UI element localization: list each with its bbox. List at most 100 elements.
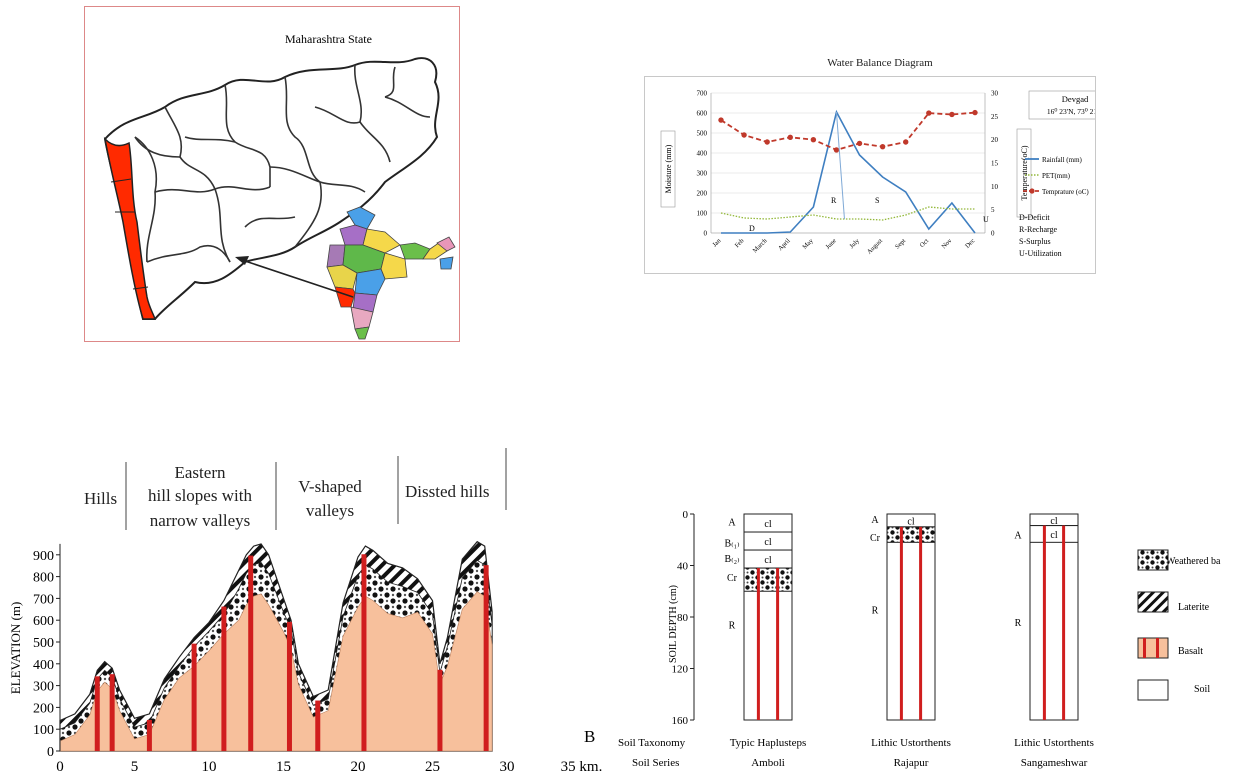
texture-label: cl [1050,530,1057,541]
elevation-tick-label: 0 [47,745,54,760]
map-panel: Maharashtra State [84,6,460,342]
horizon-label: R [1015,618,1022,629]
legend-label: Basalt [1178,646,1203,657]
elevation-tick-label: 800 [33,571,54,586]
zone-dissted: Dissted hills [405,482,490,501]
basalt-dyke [248,555,254,751]
horizon-label: A [871,515,879,526]
rock-line [1062,525,1066,720]
soil-column [886,513,936,721]
elevation-tick-label: 100 [33,723,54,738]
texture-label: cl [907,516,914,527]
zone-labels: Hills Eastern hill slopes with narrow va… [84,463,490,530]
basalt-dyke [146,719,152,751]
cross-section-panel: Hills Eastern hill slopes with narrow va… [0,448,660,775]
state-outline [103,57,440,320]
basalt-dyke [286,621,292,751]
basalt-dyke [315,700,321,751]
y-tick-label: 500 [697,130,708,138]
y2-tick-label: 0 [991,230,995,238]
temperature-point [926,110,932,116]
y2-tick-label: 5 [991,206,995,214]
zone-hills: Hills [84,489,117,508]
chart-title: Water Balance Diagram [827,57,933,69]
elevation-tick-label: 500 [33,636,54,651]
x-tick-label: July [848,237,861,250]
elevation-tick-label: 200 [33,701,54,716]
horizon-label: A [1014,531,1022,542]
note-surplus: S-Surplus [1019,237,1051,246]
elevation-tick-label: 600 [33,614,54,629]
y-tick-label: 200 [697,190,708,198]
station-name: Devgad [1062,94,1089,104]
legend-swatch [1137,637,1169,659]
depth-tick-label: 120 [672,664,689,676]
section-end-label: B [584,727,595,746]
zone-dividers [125,448,507,530]
water-balance-panel: Water Balance Diagram 0 100 200 300 400 500 60… [644,57,1124,274]
coastal-district-lines [110,178,149,290]
zone-u: U [983,215,989,224]
x-tick-label: August [866,237,884,255]
horizon-label: B₍₁₎ [724,538,739,549]
x-tick-label: May [801,237,815,251]
texture-label: cl [1050,516,1057,527]
distance-tick-label: 10 [202,759,217,774]
texture-label: cl [764,519,771,530]
depth-tick-label: 40 [677,561,689,573]
x-tick-label: Feb [734,237,746,249]
legend-swatch [1137,591,1169,613]
horizon-label: Cr [727,573,738,584]
horizon-label: R [872,605,879,616]
elevation-axis-label: ELEVATION (m) [8,602,23,695]
texture-label: cl [764,537,771,548]
legend-swatch [1137,549,1169,571]
note-utilization: U-Utilization [1019,249,1062,258]
temperature-point [903,139,909,145]
y2-axis-label: Temperature(oC) [1020,145,1029,200]
taxonomy-label: Lithic Ustorthents [1014,737,1094,749]
y-tick-label: 400 [697,150,708,158]
horizon-label: B₍₂₎ [724,554,739,565]
elevation-tick-label: 700 [33,592,54,607]
horizon-label: R [729,621,736,632]
basalt-dyke [109,674,115,751]
rock-line [1042,525,1046,720]
temperature-point [833,147,840,153]
series-line-2 [720,111,976,151]
soil-profile-diagram: SOIL DEPTH (cm) 0 40 80 120 160 cl cl cl A B₍₁₎ B… [618,509,1221,769]
y2-tick-label: 15 [991,160,999,168]
elevation-tick-label: 300 [33,680,54,695]
x-tick-label: Oct [919,237,931,249]
map-title: Maharashtra State [285,32,372,46]
basalt-dyke [483,565,489,751]
distance-tick-label: 35 km. [561,759,603,774]
x-tick-label: March [752,237,769,254]
zone-eastern-line1: Eastern [175,463,226,482]
distance-tick-label: 20 [351,759,366,774]
rock-line [776,568,780,720]
basalt-dyke [221,606,227,751]
distance-tick-label: 0 [56,759,64,774]
x-tick-label: Nov [940,237,953,250]
basalt-dyke [191,643,197,751]
zone-vshaped-line1: V-shaped [298,477,362,496]
chart-legend: Rainfall (mm) PET(mm) Temprature (oC) D-… [1019,156,1089,258]
elevation-cross-section: Hills Eastern hill slopes with narrow va… [8,448,603,775]
distance-tick-label: 25 [425,759,440,774]
konkan-coast-region [103,136,157,320]
soil-profile-panel: SOIL DEPTH (cm) 0 40 80 120 160 cl cl cl A B₍₁₎ B… [600,500,1244,774]
temperature-point [764,139,770,145]
series-line-1 [720,206,975,221]
x-tick-label: June [824,237,837,250]
temperature-point [741,132,747,138]
zone-d: D [749,224,755,233]
rock-line [756,568,760,720]
note-deficit: D-Deficit [1019,213,1050,222]
india-inset-map [326,206,456,340]
taxonomy-label: Typic Haplusteps [730,737,807,749]
horizon-label: Cr [870,533,881,544]
legend-pet: PET(mm) [1042,172,1071,180]
zone-vshaped-line2: valleys [306,501,354,520]
recharge-line [835,111,845,220]
